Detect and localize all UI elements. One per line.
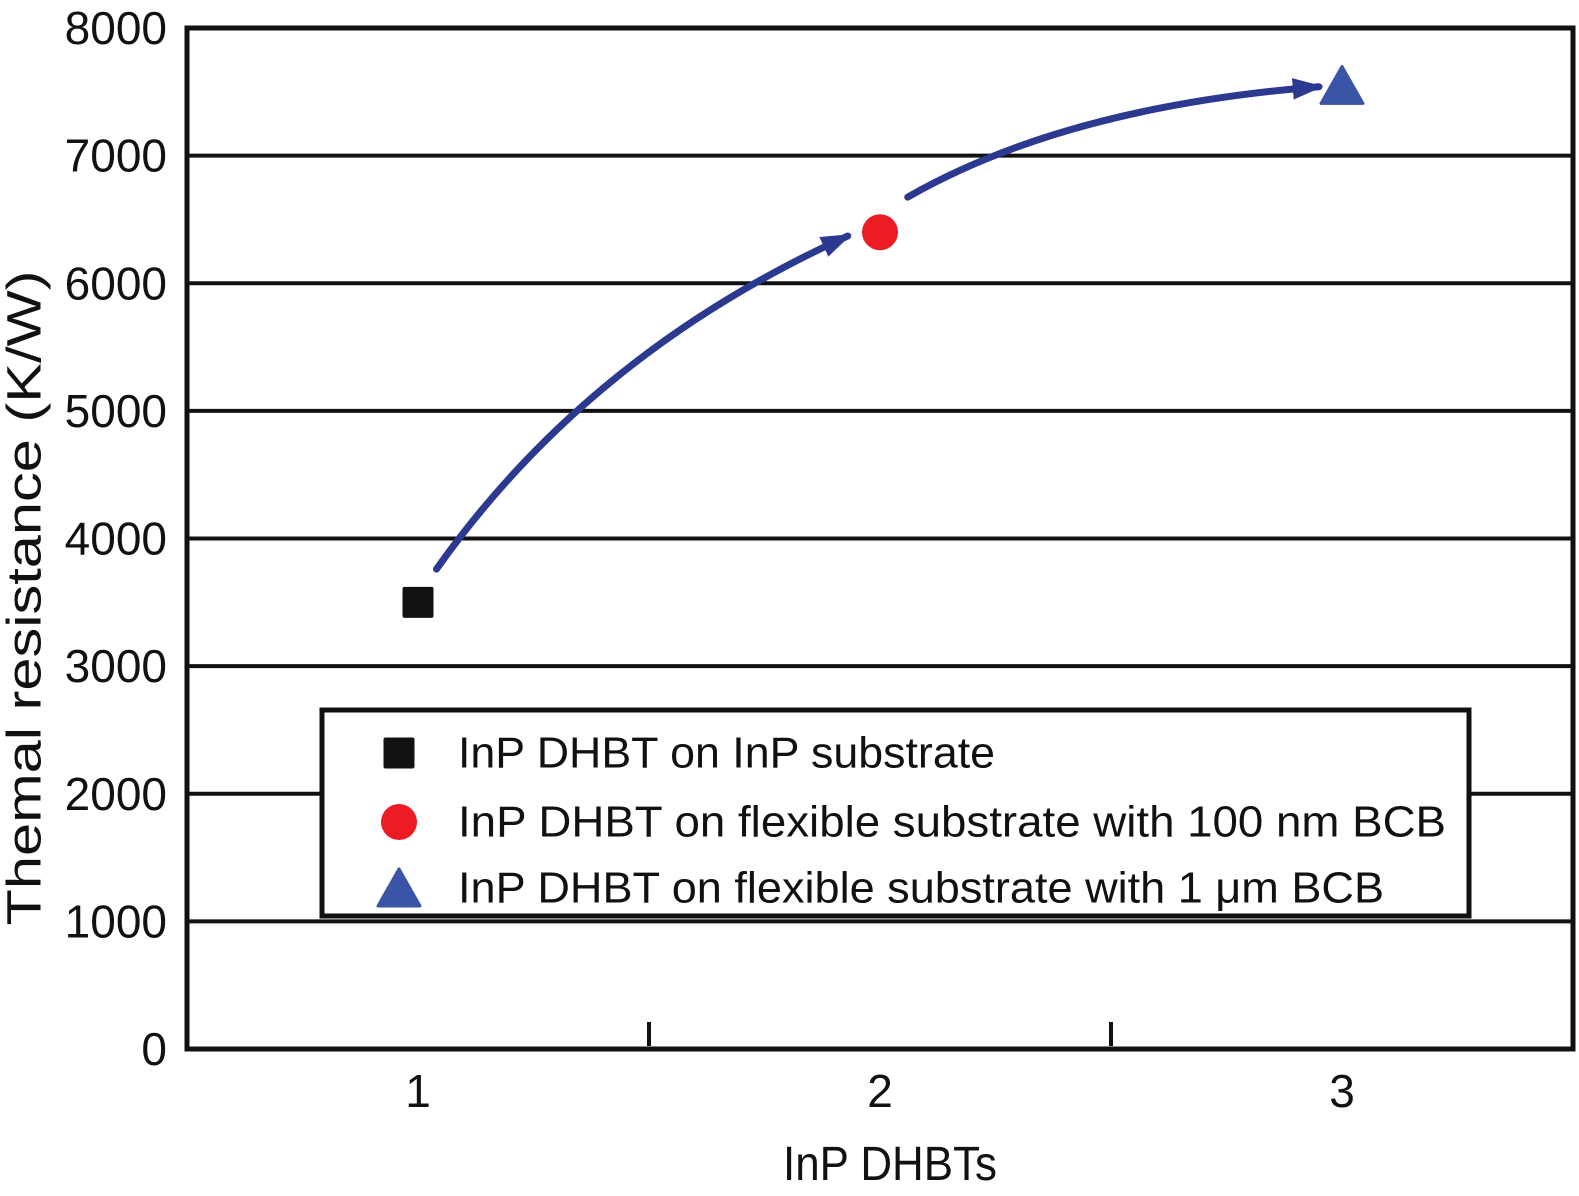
x-axis-label: InP DHBTs — [783, 1138, 997, 1191]
y-tick-label: 6000 — [65, 257, 167, 309]
y-tick-label: 5000 — [65, 385, 167, 437]
trend-arrow — [432, 232, 852, 573]
x-tick-label: 3 — [1329, 1065, 1355, 1117]
data-point-square — [402, 586, 434, 618]
legend-swatch-triangle — [376, 867, 422, 908]
y-tick-label: 1000 — [65, 895, 167, 947]
legend-swatch-circle — [381, 804, 417, 840]
trend-arrows-layer — [432, 78, 1324, 573]
trend-arrow — [904, 78, 1324, 201]
y-tick-label: 7000 — [65, 130, 167, 182]
plot-border — [184, 25, 1576, 1052]
legend-label: InP DHBT on flexible substrate with 100 … — [458, 798, 1446, 847]
legend-layer: InP DHBT on InP substrate InP DHBT on fle… — [319, 707, 1472, 919]
legend-swatch-square — [383, 737, 415, 769]
y-tick-label: 0 — [141, 1023, 167, 1075]
y-axis-label: Themal resistance (K/W) — [0, 271, 52, 926]
x-tick-label: 2 — [867, 1065, 893, 1117]
data-points-layer — [402, 64, 1365, 618]
legend-label: InP DHBT on InP substrate — [458, 729, 995, 778]
axis-ticks-layer: 0 1000 2000 3000 4000 5000 6000 7000 8000 1 2 3 — [65, 2, 1355, 1117]
axis-labels-layer: InP DHBTs Themal resistance (K/W) — [0, 271, 997, 1192]
legend-box — [319, 707, 1472, 919]
data-point-triangle — [1319, 64, 1365, 105]
data-point-circle — [862, 214, 898, 251]
legend-label: InP DHBT on flexible substrate with 1 μm… — [458, 864, 1384, 913]
x-tick-label: 1 — [405, 1065, 431, 1117]
y-tick-label: 2000 — [65, 768, 167, 820]
y-tick-label: 4000 — [65, 513, 167, 565]
y-tick-label: 8000 — [65, 2, 167, 54]
y-tick-label: 3000 — [65, 640, 167, 692]
